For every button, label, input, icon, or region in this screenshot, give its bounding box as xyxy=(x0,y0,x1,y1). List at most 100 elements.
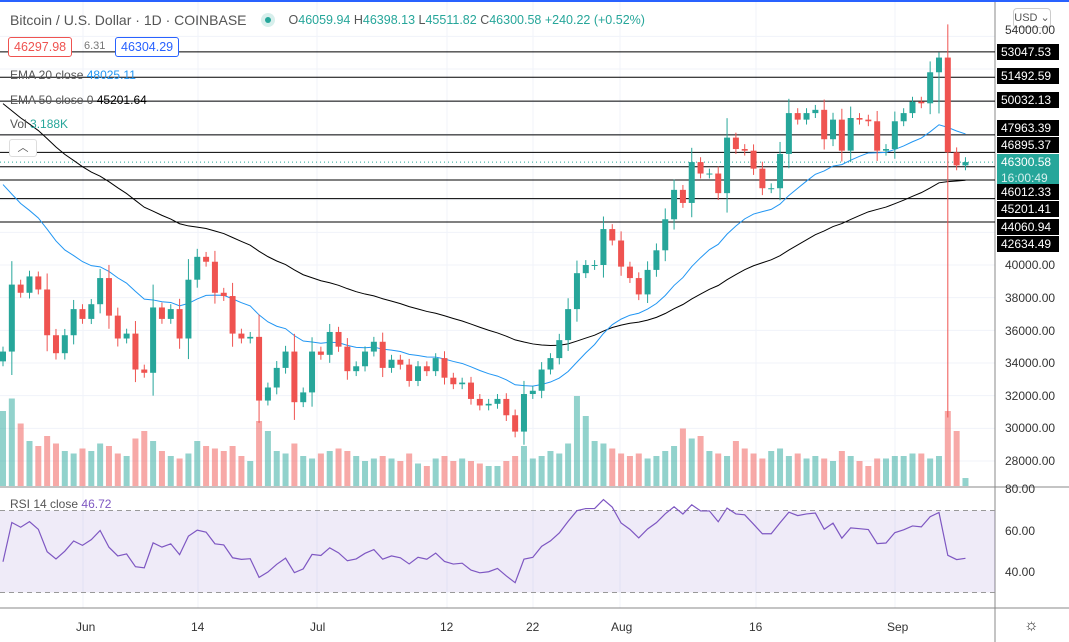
candle-body xyxy=(70,309,77,336)
candle-body xyxy=(8,284,15,352)
volume-bar xyxy=(582,416,589,486)
candle-body xyxy=(909,101,916,114)
volume-bar xyxy=(370,458,377,486)
price-level-label: 44060.94 xyxy=(997,219,1059,235)
candle-body xyxy=(688,162,695,203)
volume-bar xyxy=(679,428,686,486)
price-tick: 34000.00 xyxy=(1005,356,1056,370)
candle-body xyxy=(309,351,316,393)
candle-body xyxy=(503,398,510,416)
volume-bar xyxy=(635,453,642,486)
candle-body xyxy=(821,109,828,140)
price-tick: 38000.00 xyxy=(1005,291,1056,305)
price-level-label: 45201.41 xyxy=(997,201,1059,217)
volume-bar xyxy=(706,451,713,486)
candle-body xyxy=(167,309,174,319)
volume-bar xyxy=(88,451,95,486)
volume-bar xyxy=(812,456,819,486)
volume-bar xyxy=(785,456,792,486)
volume-bar xyxy=(194,441,201,486)
volume-bar xyxy=(300,456,307,486)
candle-body xyxy=(653,250,660,270)
volume-bar xyxy=(909,453,916,486)
volume-bar xyxy=(123,456,130,486)
volume-bar xyxy=(732,441,739,486)
volume-bar xyxy=(238,456,245,486)
rsi-legend[interactable]: RSI 14 close 46.72 xyxy=(10,497,112,511)
volume-bar xyxy=(247,461,254,486)
market-open-icon xyxy=(260,13,275,27)
bar-countdown: 16:00:49 xyxy=(1001,171,1048,185)
candle-body xyxy=(662,219,669,251)
volume-bar xyxy=(141,431,148,486)
volume-bar xyxy=(847,456,854,486)
currency-select[interactable]: USD ⌄ xyxy=(1013,8,1051,28)
candle-body xyxy=(211,261,218,293)
candle-body xyxy=(362,351,369,367)
candle-body xyxy=(565,309,572,341)
volume-bar xyxy=(379,456,386,486)
volume-bar xyxy=(671,446,678,486)
candle-body xyxy=(114,315,121,339)
candle-body xyxy=(467,382,474,399)
symbol-title[interactable]: Bitcoin / U.S. Dollar · 1D · COINBASE xyxy=(10,12,247,28)
volume-bar xyxy=(900,456,907,486)
candle-body xyxy=(17,284,24,293)
candle-body xyxy=(715,173,722,194)
price-tick: 54000.00 xyxy=(1005,23,1056,37)
volume-bar xyxy=(353,456,360,486)
candle-body xyxy=(185,279,192,339)
candle-body xyxy=(123,333,130,339)
rsi-line xyxy=(2,498,966,584)
volume-bar xyxy=(114,453,121,486)
collapse-legend-button[interactable]: ︿ xyxy=(9,139,37,157)
time-label: 22 xyxy=(526,620,540,634)
candle-body xyxy=(282,351,289,368)
candle-body xyxy=(512,415,519,432)
candle-body xyxy=(0,351,6,362)
ema20-line xyxy=(2,124,966,387)
ohlc-values: O46059.94 H46398.13 L45511.82 C46300.58 … xyxy=(288,13,645,27)
volume-bar xyxy=(441,456,448,486)
candle-body xyxy=(644,269,651,295)
candle-body xyxy=(176,309,183,339)
price-level-label: 47963.39 xyxy=(997,120,1059,136)
candle-body xyxy=(97,278,104,305)
ema50-legend[interactable]: EMA 50 close 0 45201.64 xyxy=(10,93,147,107)
sell-price-button[interactable]: 46297.98 xyxy=(8,37,73,57)
volume-bar xyxy=(600,443,607,486)
volume-bar xyxy=(609,448,616,486)
candle-body xyxy=(679,189,686,203)
volume-bar xyxy=(0,411,6,486)
candle-body xyxy=(229,296,236,334)
candle-body xyxy=(88,304,95,319)
volume-bar xyxy=(432,458,439,486)
volume-bar xyxy=(821,458,828,486)
time-label: Aug xyxy=(611,620,633,634)
time-label: Sep xyxy=(887,620,909,634)
price-level-label: 42634.49 xyxy=(997,236,1059,252)
ema20-legend[interactable]: EMA 20 close 48025.11 xyxy=(10,68,136,82)
volume-legend[interactable]: Vol 3.188K xyxy=(10,117,69,131)
volume-bar xyxy=(176,458,183,486)
volume-bar xyxy=(618,453,625,486)
volume-bar xyxy=(158,451,165,486)
candle-body xyxy=(370,341,377,352)
volume-bar xyxy=(803,458,810,486)
candle-body xyxy=(706,173,713,175)
volume-bar xyxy=(565,443,572,486)
volume-bar xyxy=(688,438,695,486)
candle-body xyxy=(582,265,589,274)
volume-bar xyxy=(388,458,395,486)
volume-bar xyxy=(132,438,139,486)
settings-gear-icon[interactable]: ☼ xyxy=(1024,617,1039,634)
volume-bar xyxy=(97,443,104,486)
volume-bar xyxy=(927,458,934,486)
candle-body xyxy=(874,121,881,151)
buy-price-button[interactable]: 46304.29 xyxy=(115,37,180,57)
candle-body xyxy=(326,331,333,355)
price-level-label: 53047.53 xyxy=(997,44,1059,60)
candle-body xyxy=(264,387,271,401)
candle-body xyxy=(397,359,404,365)
